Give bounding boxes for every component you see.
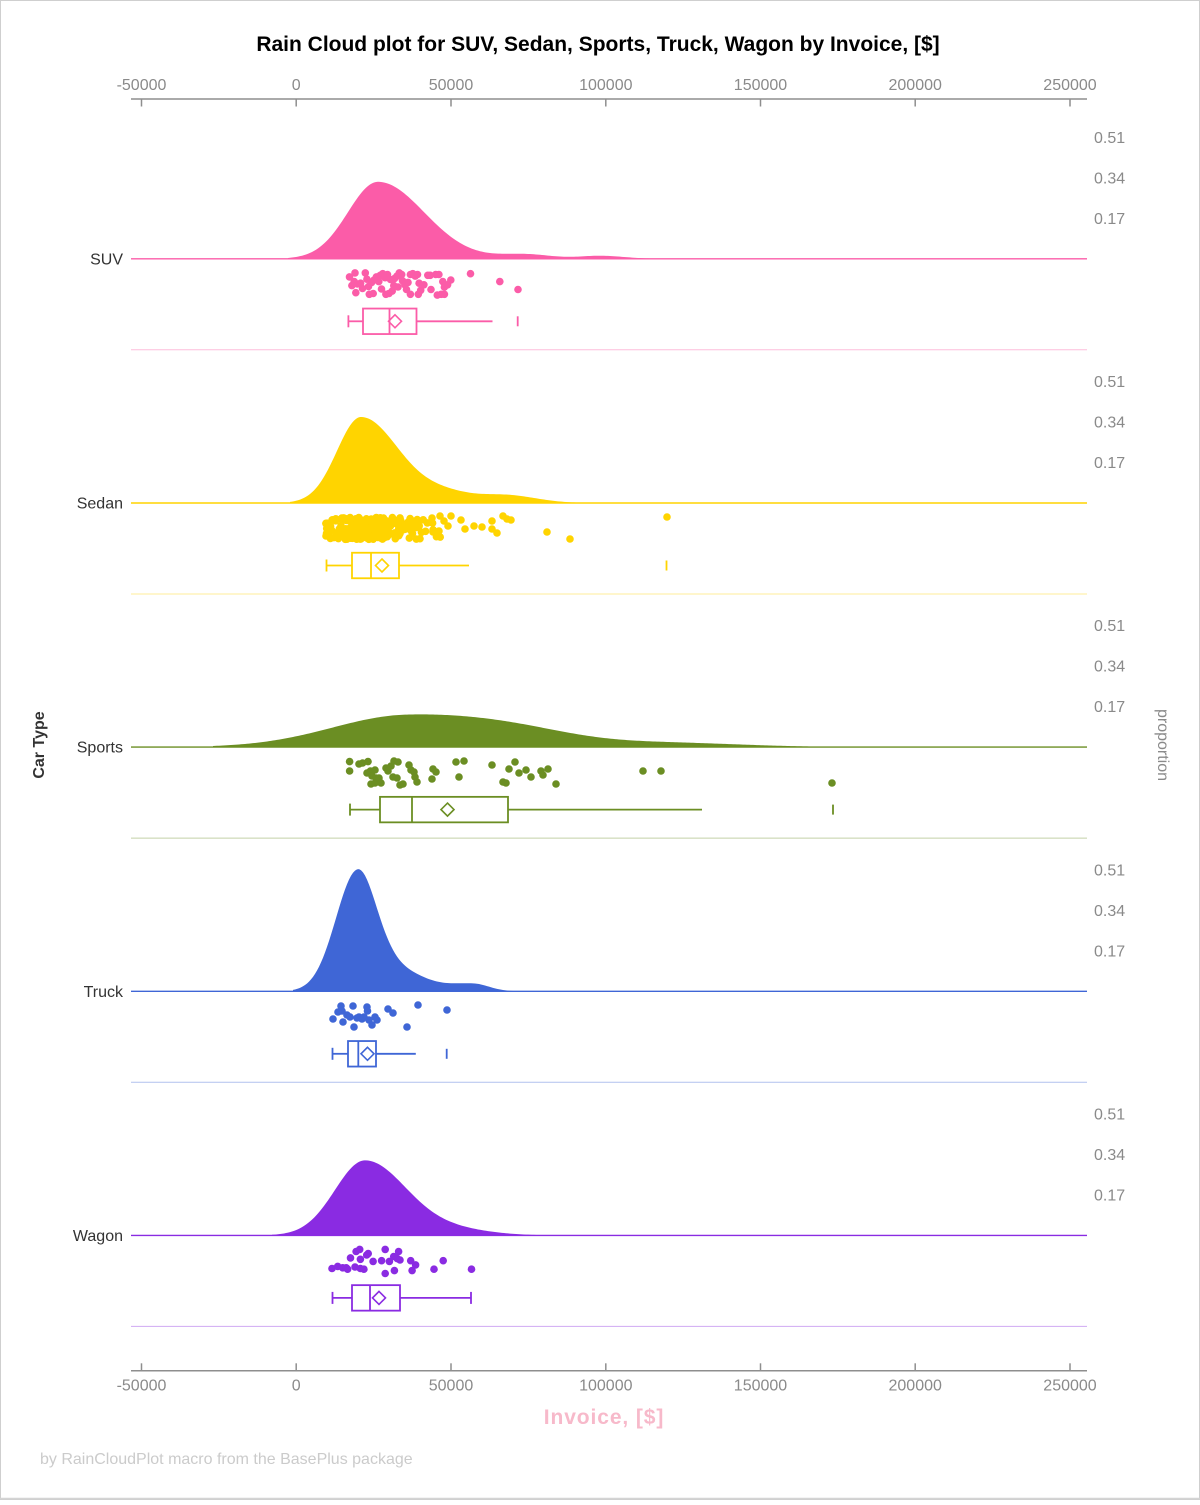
svg-text:Truck: Truck (84, 984, 124, 1001)
svg-text:0.17: 0.17 (1094, 1187, 1125, 1204)
svg-text:0.51: 0.51 (1094, 374, 1125, 391)
svg-text:Wagon: Wagon (73, 1228, 123, 1245)
svg-text:0.17: 0.17 (1094, 943, 1125, 960)
svg-text:SUV: SUV (90, 251, 123, 268)
svg-text:0.51: 0.51 (1094, 130, 1125, 147)
svg-text:200000: 200000 (889, 77, 942, 94)
svg-text:150000: 150000 (734, 1378, 787, 1395)
svg-text:250000: 250000 (1043, 1378, 1096, 1395)
svg-text:0.51: 0.51 (1094, 862, 1125, 879)
svg-text:0: 0 (292, 77, 301, 94)
svg-text:0.34: 0.34 (1094, 415, 1125, 432)
svg-text:Rain Cloud plot for SUV, Sedan: Rain Cloud plot for SUV, Sedan, Sports, … (256, 33, 939, 56)
svg-text:by RainCloudPlot macro from th: by RainCloudPlot macro from the BasePlus… (40, 1451, 413, 1468)
svg-text:0.34: 0.34 (1094, 170, 1125, 187)
svg-text:100000: 100000 (579, 77, 632, 94)
svg-text:150000: 150000 (734, 77, 787, 94)
svg-text:proportion: proportion (1154, 709, 1171, 781)
svg-text:0.17: 0.17 (1094, 211, 1125, 228)
svg-text:0.17: 0.17 (1094, 699, 1125, 716)
svg-text:50000: 50000 (429, 77, 474, 94)
svg-text:0.17: 0.17 (1094, 455, 1125, 472)
svg-text:200000: 200000 (889, 1378, 942, 1395)
svg-text:50000: 50000 (429, 1378, 474, 1395)
svg-text:-50000: -50000 (117, 77, 167, 94)
svg-text:Sports: Sports (77, 740, 123, 757)
svg-text:Invoice, [$]: Invoice, [$] (544, 1406, 665, 1429)
svg-text:Sedan: Sedan (77, 496, 123, 513)
svg-text:-50000: -50000 (117, 1378, 167, 1395)
svg-text:0.51: 0.51 (1094, 618, 1125, 635)
svg-text:250000: 250000 (1043, 77, 1096, 94)
svg-text:0.34: 0.34 (1094, 1147, 1125, 1164)
svg-text:0: 0 (292, 1378, 301, 1395)
svg-text:0.34: 0.34 (1094, 659, 1125, 676)
svg-text:0.34: 0.34 (1094, 903, 1125, 920)
svg-text:Car Type: Car Type (31, 711, 48, 778)
svg-text:100000: 100000 (579, 1378, 632, 1395)
svg-text:0.51: 0.51 (1094, 1106, 1125, 1123)
